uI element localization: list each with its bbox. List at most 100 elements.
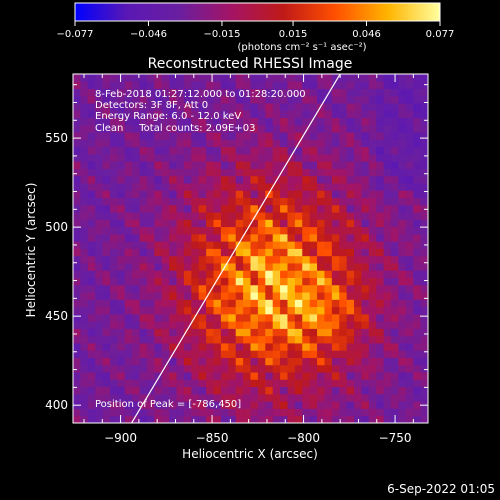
heatmap-cell <box>391 321 399 329</box>
heatmap-cell <box>272 132 281 140</box>
heatmap-cell <box>302 350 311 358</box>
heatmap-cell <box>413 408 422 417</box>
heatmap-cell <box>183 372 192 380</box>
heatmap-cell <box>117 197 126 206</box>
heatmap-cell <box>346 372 355 380</box>
heatmap-cell <box>95 219 103 228</box>
heatmap-cell <box>339 212 348 220</box>
heatmap-cell <box>331 212 340 220</box>
heatmap-cell <box>250 350 259 358</box>
heatmap-cell <box>220 277 229 286</box>
heatmap-cell <box>220 219 229 228</box>
heatmap-cell <box>391 81 399 89</box>
heatmap-cell <box>287 88 296 97</box>
heatmap-cell <box>176 364 185 373</box>
heatmap-cell <box>117 408 126 417</box>
heatmap-cell <box>228 146 237 155</box>
heatmap-cell <box>235 335 244 344</box>
heatmap-cell <box>354 146 362 155</box>
heatmap-cell <box>398 328 407 337</box>
heatmap-cell <box>361 139 370 148</box>
heatmap-cell <box>317 168 325 177</box>
heatmap-cell <box>287 81 296 89</box>
heatmap-cell <box>250 161 259 169</box>
heatmap-cell <box>294 393 303 402</box>
heatmap-cell <box>413 415 422 423</box>
heatmap-cell <box>243 263 251 271</box>
heatmap-cell <box>368 372 377 380</box>
heatmap-cell <box>161 241 170 249</box>
heatmap-cell <box>73 132 81 140</box>
heatmap-cell <box>346 226 355 235</box>
footer-date: 6-Sep-2022 01:05 <box>387 482 495 496</box>
heatmap-cell <box>361 161 370 169</box>
heatmap-cell <box>124 343 133 351</box>
heatmap-cell <box>176 393 185 402</box>
heatmap-cell <box>117 117 126 126</box>
heatmap-cell <box>354 277 362 286</box>
heatmap-cell <box>413 321 422 329</box>
heatmap-cell <box>243 379 251 388</box>
heatmap-cell <box>169 343 177 351</box>
heatmap-cell <box>346 277 355 286</box>
heatmap-cell <box>391 350 399 358</box>
heatmap-cell <box>309 328 318 337</box>
heatmap-cell <box>331 248 340 257</box>
heatmap-cell <box>176 146 185 155</box>
heatmap-cell <box>346 343 355 351</box>
heatmap-cell <box>420 153 428 162</box>
heatmap-cell <box>302 372 311 380</box>
heatmap-cell <box>132 95 140 104</box>
heatmap-cell <box>250 335 259 344</box>
heatmap-cell <box>206 117 214 126</box>
heatmap-cell <box>146 415 155 423</box>
heatmap-cell <box>302 284 311 293</box>
heatmap-cell <box>73 350 81 358</box>
heatmap-cell <box>102 248 111 257</box>
heatmap-cell <box>420 219 428 228</box>
heatmap-cell <box>102 81 111 89</box>
heatmap-cell <box>398 95 407 104</box>
heatmap-cell <box>309 379 318 388</box>
heatmap-cell <box>272 393 281 402</box>
heatmap-cell <box>243 219 251 228</box>
heatmap-cell <box>124 313 133 322</box>
heatmap-cell <box>124 117 133 126</box>
heatmap-cell <box>368 299 377 308</box>
heatmap-cell <box>220 88 229 97</box>
heatmap-cell <box>272 74 281 82</box>
heatmap-cell <box>73 103 81 111</box>
heatmap-cell <box>95 343 103 351</box>
heatmap-cell <box>154 117 163 126</box>
heatmap-cell <box>117 124 126 133</box>
heatmap-cell <box>324 81 333 89</box>
heatmap-cell <box>80 190 89 198</box>
heatmap-cell <box>405 328 414 337</box>
heatmap-cell <box>161 103 170 111</box>
heatmap-cell <box>302 343 311 351</box>
heatmap-cell <box>376 284 385 293</box>
heatmap-cell <box>117 386 126 395</box>
heatmap-cell <box>95 350 103 358</box>
heatmap-cell <box>287 204 296 213</box>
heatmap-cell <box>139 161 148 169</box>
heatmap-cell <box>228 408 237 417</box>
heatmap-cell <box>420 299 428 308</box>
heatmap-cell <box>161 321 170 329</box>
heatmap-cell <box>235 197 244 206</box>
heatmap-cell <box>87 175 96 184</box>
heatmap-cell <box>124 299 133 308</box>
heatmap-cell <box>383 335 392 344</box>
heatmap-cell <box>132 364 140 373</box>
heatmap-cell <box>132 233 140 242</box>
heatmap-cell <box>331 263 340 271</box>
heatmap-cell <box>309 277 318 286</box>
heatmap-cell <box>339 364 348 373</box>
heatmap-cell <box>109 88 118 97</box>
heatmap-cell <box>376 372 385 380</box>
heatmap-cell <box>213 335 222 344</box>
heatmap-cell <box>331 335 340 344</box>
heatmap-cell <box>102 146 111 155</box>
heatmap-cell <box>124 219 133 228</box>
heatmap-cell <box>376 321 385 329</box>
